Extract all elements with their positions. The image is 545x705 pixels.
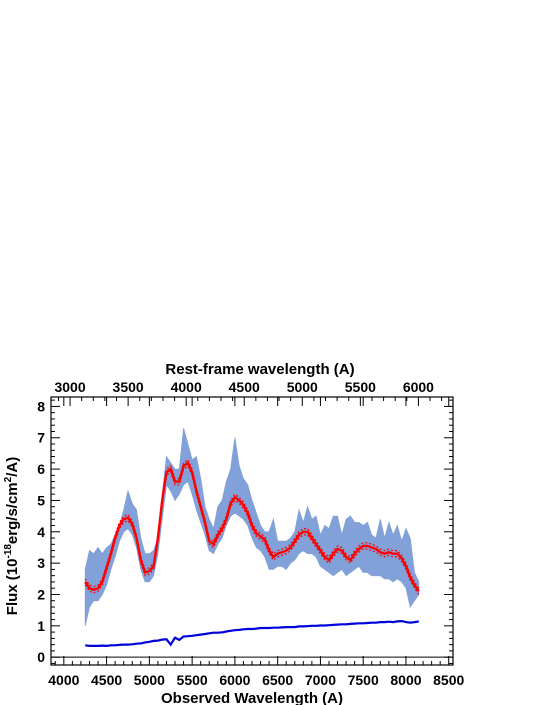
y-tick-label: 7 — [37, 430, 45, 446]
y-tick-label: 3 — [37, 555, 45, 571]
x2-tick-label: 5000 — [287, 379, 318, 395]
x2-tick-label: 6000 — [403, 379, 434, 395]
x-tick-label: 5500 — [177, 672, 208, 688]
y-tick-label: 8 — [37, 398, 45, 414]
y-axis-title-main: Flux (10 — [4, 559, 21, 616]
axis-ticks: 4000 4500 5000 5500 6000 6500 7000 7500 8000 8500… — [37, 379, 464, 688]
y-axis-title-end: /A) — [4, 457, 21, 477]
y-tick-label: 4 — [37, 524, 45, 540]
x-tick-label: 8000 — [390, 672, 421, 688]
x-tick-label: 7500 — [348, 672, 379, 688]
x-tick-label: 4000 — [48, 672, 79, 688]
top-axis-title: Rest-frame wavelength (A) — [165, 361, 354, 378]
y-tick-label: 5 — [37, 492, 45, 508]
y-axis-title-exponent: -18 — [3, 544, 14, 559]
y-tick-label: 1 — [37, 618, 45, 634]
y-tick-label: 6 — [37, 461, 45, 477]
bottom-axis-title: Observed Wavelength (A) — [161, 690, 343, 705]
y-tick-label: 0 — [37, 649, 45, 665]
x-tick-label: 7000 — [305, 672, 336, 688]
x-tick-label: 6500 — [262, 672, 293, 688]
x2-tick-label: 4000 — [171, 379, 202, 395]
x2-tick-label: 3000 — [54, 379, 85, 395]
y-axis-title-exponent-2: 2 — [3, 476, 14, 482]
plot-area — [84, 428, 420, 648]
x-tick-label: 8500 — [433, 672, 464, 688]
x2-tick-label: 4500 — [229, 379, 260, 395]
y-tick-label: 2 — [37, 586, 45, 602]
x-tick-label: 4500 — [91, 672, 122, 688]
x-tick-label: 5000 — [134, 672, 165, 688]
x2-tick-label: 5500 — [345, 379, 376, 395]
error-spectrum-line — [85, 619, 419, 648]
y-axis-title-units: erg/s/cm — [4, 482, 21, 544]
model-fit-line — [84, 460, 420, 592]
x2-tick-label: 3500 — [113, 379, 144, 395]
y-axis-title: Flux (10-18erg/s/cm2/A) — [3, 457, 21, 615]
x-tick-label: 6000 — [219, 672, 250, 688]
